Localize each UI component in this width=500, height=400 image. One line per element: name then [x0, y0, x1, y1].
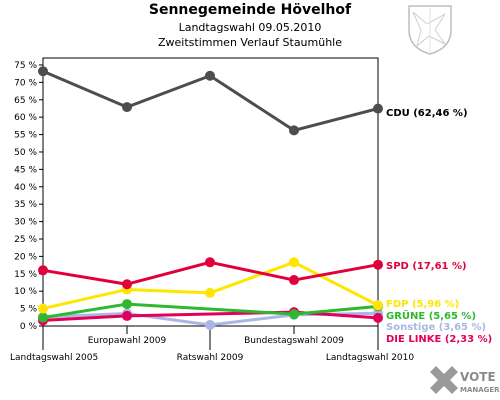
data-point-cdu	[38, 66, 48, 77]
legend: CDU (62,46 %) SPD (17,61 %) FDP (5,96 %)GR…	[386, 108, 492, 345]
data-point-spd	[373, 259, 383, 270]
x-axis-ticks: Landtagswahl 2005 Europawahl 2009 Ratswahl…	[10, 326, 414, 363]
legend-entry-gr-ne: GRÜNE (5,65 %)	[386, 308, 476, 322]
series-line-die-linke	[42, 310, 379, 322]
y-tick-label: 35 %	[14, 200, 37, 210]
y-tick-label: 10 %	[14, 287, 37, 297]
y-tick-label: 40 %	[14, 183, 37, 193]
data-point-die-linke	[373, 312, 383, 323]
x-tick-label: Europawahl 2009	[88, 336, 167, 346]
x-tick-label: Bundestagswahl 2009	[244, 336, 344, 346]
legend-entry-sonstige: Sonstige (3,65 %)	[386, 322, 486, 333]
x-tick-label: Ratswahl 2009	[177, 353, 244, 363]
chart-axes	[42, 57, 379, 327]
y-tick-label: 45 %	[14, 165, 37, 175]
chart-title: Sennegemeinde Hövelhof	[148, 2, 352, 18]
data-point-fdp	[289, 257, 299, 268]
data-point-spd	[205, 257, 215, 268]
data-point-spd	[289, 275, 299, 286]
logo-word-vote: VOTE	[460, 370, 496, 384]
y-tick-label: 25 %	[14, 235, 37, 245]
data-point-gr-ne	[289, 309, 299, 320]
logo-word-manager: MANAGER	[460, 386, 500, 394]
chart-subtitle: Landtagswahl 09.05.2010	[178, 21, 322, 34]
data-point-spd	[38, 265, 48, 276]
series-line-fdp	[42, 260, 379, 311]
plot-frame	[42, 57, 379, 327]
y-tick-label: 20 %	[14, 252, 37, 262]
data-point-gr-ne	[38, 312, 48, 323]
x-tick-label: Landtagswahl 2010	[326, 353, 415, 363]
data-point-fdp	[205, 287, 215, 298]
data-point-fdp	[38, 303, 48, 314]
y-axis-ticks: 0 % 5 % 10 % 15 % 20 % 25 % 30 % 35 % 40 % 45 % 50…	[14, 61, 43, 332]
y-tick-label: 5 %	[20, 305, 38, 315]
y-tick-label: 65 %	[14, 96, 37, 106]
data-point-spd	[122, 279, 132, 290]
data-point-gr-ne	[122, 299, 132, 310]
data-point-fdp	[373, 300, 383, 311]
y-tick-label: 55 %	[14, 131, 37, 141]
y-tick-label: 60 %	[14, 113, 37, 123]
y-tick-label: 50 %	[14, 148, 37, 158]
y-tick-label: 30 %	[14, 218, 37, 228]
x-tick-label: Landtagswahl 2005	[10, 353, 98, 363]
series-lines	[38, 66, 383, 330]
y-tick-label: 70 %	[14, 78, 37, 88]
legend-entry-fdp: FDP (5,96 %)	[386, 299, 459, 310]
vote-manager-logo: VOTE MANAGER	[430, 366, 500, 394]
y-tick-label: 75 %	[14, 61, 37, 71]
coat-of-arms-icon	[408, 5, 452, 55]
legend-entry-cdu: CDU (62,46 %)	[386, 108, 468, 119]
legend-entry-die-linke: DIE LINKE (2,33 %)	[386, 334, 492, 345]
data-point-cdu	[205, 70, 215, 81]
series-line-gr-ne	[42, 302, 379, 320]
data-point-cdu	[289, 125, 299, 136]
data-point-cdu	[373, 103, 383, 114]
data-point-cdu	[122, 102, 132, 113]
y-tick-label: 0 %	[20, 322, 38, 332]
data-point-die-linke	[122, 310, 132, 321]
chart-subtitle-2: Zweitstimmen Verlauf Staumühle	[157, 36, 343, 49]
y-tick-label: 15 %	[14, 270, 37, 280]
legend-entry-spd: SPD (17,61 %)	[386, 261, 467, 272]
data-point-sonstige	[205, 319, 215, 330]
